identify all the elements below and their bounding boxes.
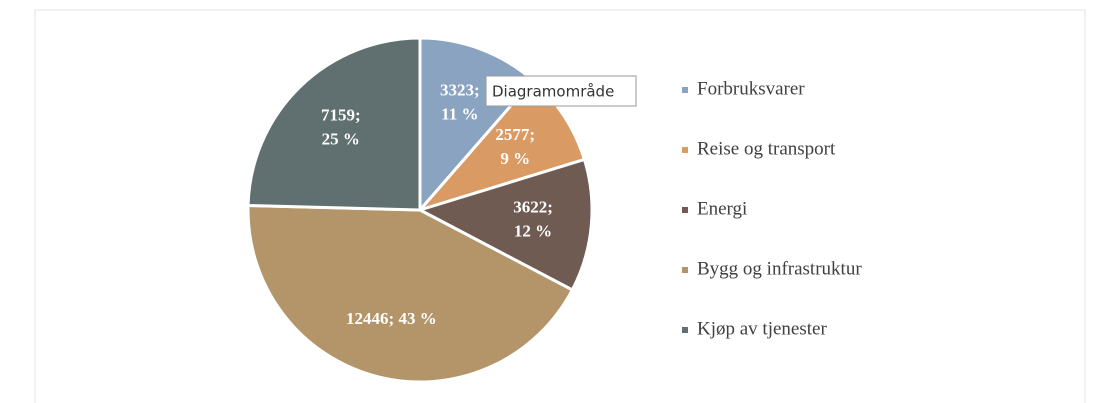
legend-label: Energi <box>697 198 747 219</box>
legend-swatch <box>682 267 688 273</box>
legend-label: Forbruksvarer <box>697 78 805 99</box>
pie-slice <box>416 157 594 292</box>
legend-label: Bygg og infrastruktur <box>697 258 862 279</box>
pie <box>246 36 594 384</box>
tooltip-text: Diagramområde <box>492 83 614 101</box>
labels: 3323; 11 % 2577; 9 % 3622; 12 % 12446; 43 % 715… <box>321 81 553 328</box>
pie-slice <box>246 36 422 212</box>
tooltip: Diagramområde <box>485 75 637 107</box>
data-label: 2577; 9 % <box>495 125 535 168</box>
data-label: 7159; 25 % <box>321 106 361 149</box>
legend: Forbruksvarer Reise og transport Energi Byg… <box>682 78 862 339</box>
data-label: 12446; 43 % <box>346 309 437 328</box>
legend-swatch <box>682 207 688 213</box>
legend-label: Kjøp av tjenester <box>697 318 827 339</box>
legend-swatch <box>682 147 688 153</box>
tooltip-box <box>485 75 637 107</box>
legend-swatch <box>682 327 688 333</box>
pie-slice <box>246 203 575 384</box>
data-label: 3323; 11 % <box>440 81 480 124</box>
data-label: 3622; 12 % <box>513 197 553 240</box>
legend-swatch <box>682 87 688 93</box>
legend-label: Reise og transport <box>697 138 836 159</box>
